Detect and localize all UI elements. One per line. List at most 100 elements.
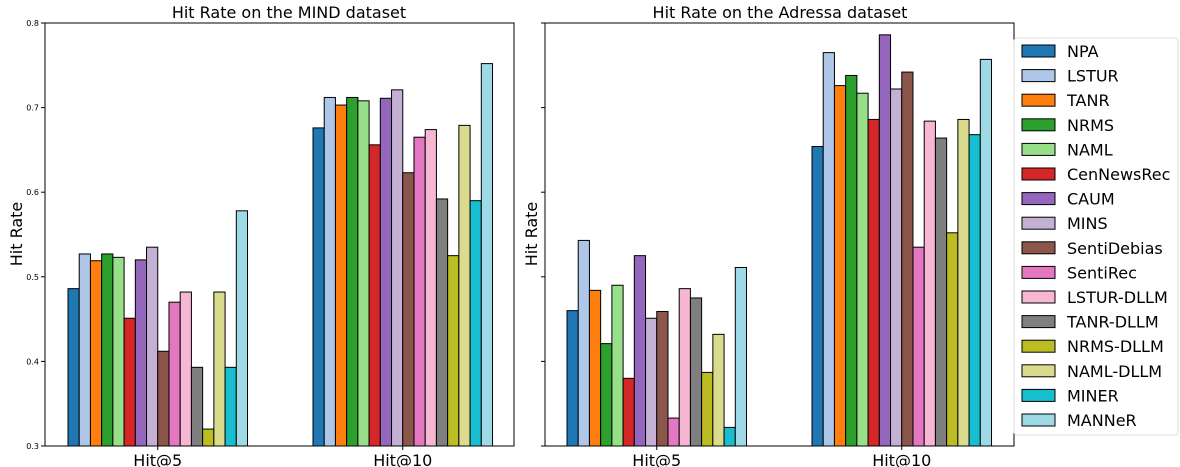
x-tick-label: Hit@5 [133,451,182,467]
chart-title-mind: Hit Rate on the MIND dataset [172,3,406,22]
x-ticks-adressa: Hit@5 Hit@10 [632,446,931,467]
legend-label-mins: MINS [1067,214,1108,233]
bar-sentirec-hit-at-10 [912,246,925,447]
y-ticks-mind: 0.3 0.4 0.5 0.6 0.7 0.8 [26,19,45,451]
bar-naml-hit-at-5 [112,256,125,447]
legend-label-lstur: LSTUR [1067,67,1119,86]
chart-adressa: Hit Rate on the Adressa dataset Hit Rate… [522,3,1015,467]
bar-miner-hit-at-10 [469,200,482,447]
bar-lstur-dllm-hit-at-10 [923,120,936,447]
legend-label-tanr-dllm: TANR-DLLM [1066,313,1159,332]
chart-title-adressa: Hit Rate on the Adressa dataset [653,3,908,22]
bar-naml-hit-at-10 [856,92,869,447]
legend-swatch-cennewsrec [1021,167,1056,181]
x-ticks-mind: Hit@5 Hit@10 [133,446,432,467]
bar-naml-hit-at-5 [611,284,624,447]
bar-nrms-dllm-hit-at-10 [447,255,460,447]
bar-lstur-hit-at-10 [822,52,835,447]
bar-sentirec-hit-at-5 [168,301,181,447]
legend-label-naml: NAML [1067,140,1113,159]
bar-cennewsrec-hit-at-5 [622,377,635,447]
bar-caum-hit-at-10 [878,34,892,447]
bar-nrms-hit-at-5 [600,343,613,447]
bar-caum-hit-at-5 [633,255,647,447]
legend-label-lstur-dllm: LSTUR-DLLM [1067,288,1168,307]
legend-swatch-miner [1021,388,1056,402]
bar-sentidebias-hit-at-10 [901,71,914,447]
legend-label-naml-dllm: NAML-DLLM [1067,362,1162,381]
bar-nrms-dllm-hit-at-10 [946,232,959,447]
bar-manner-hit-at-5 [235,210,249,447]
chart-mind: Hit Rate on the MIND dataset Hit Rate 0.… [7,3,515,467]
bar-cennewsrec-hit-at-10 [867,118,880,447]
bar-tanr-hit-at-5 [89,260,103,447]
bar-sentidebias-hit-at-5 [157,350,170,447]
y-axis-label-mind: Hit Rate [7,202,26,267]
bar-cennewsrec-hit-at-5 [123,317,136,447]
bar-naml-hit-at-10 [357,100,370,447]
legend-swatch-manner [1021,413,1056,427]
bar-nrms-dllm-hit-at-5 [701,371,714,447]
legend-swatch-nrms-dllm [1021,339,1056,353]
bar-lstur-dllm-hit-at-5 [678,288,691,447]
bar-miner-hit-at-5 [723,426,736,447]
legend-label-cennewsrec: CenNewsRec [1067,165,1170,184]
legend-swatch-caum [1021,192,1056,206]
legend-swatch-nrms [1021,118,1056,132]
plot-frame-mind [44,22,515,447]
bar-cennewsrec-hit-at-10 [368,144,381,447]
bar-mins-hit-at-10 [391,89,404,447]
legend-frame [1013,37,1179,436]
x-tick-label: Hit@10 [872,451,931,467]
legend-label-npa: NPA [1067,42,1099,61]
legend-swatch-lstur-dllm [1021,290,1056,304]
bar-npa-hit-at-5 [67,288,80,447]
bar-caum-hit-at-10 [379,97,393,447]
legend-swatch-sentidebias [1021,241,1056,255]
bar-naml-dllm-hit-at-10 [458,124,471,447]
bar-tanr-hit-at-10 [833,85,847,447]
x-tick-label: Hit@10 [373,451,432,467]
bar-nrms-hit-at-5 [101,253,114,447]
bar-sentirec-hit-at-5 [667,417,680,447]
x-tick-label: Hit@5 [632,451,681,467]
y-tick-label: 0.6 [26,188,39,197]
bar-sentidebias-hit-at-5 [656,310,669,447]
bar-tanr-dllm-hit-at-5 [689,297,703,447]
bar-lstur-dllm-hit-at-10 [424,129,437,447]
bar-mins-hit-at-5 [645,317,658,447]
legend-label-caum: CAUM [1067,190,1115,209]
legend-label-tanr: TANR [1066,91,1110,110]
legend-items: NPA LSTUR TANR NRMS NAML CenNewsRec CAUM MINS Se… [1021,42,1170,430]
legend-swatch-tanr-dllm [1021,315,1056,329]
bars-mind [67,63,494,447]
bar-nrms-hit-at-10 [346,96,359,447]
bars-adressa [566,34,993,447]
legend-label-sentirec: SentiRec [1067,263,1137,282]
bar-tanr-dllm-hit-at-10 [934,137,948,447]
bar-nrms-hit-at-10 [845,74,858,447]
legend-label-nrms: NRMS [1067,116,1114,135]
legend: NPA LSTUR TANR NRMS NAML CenNewsRec CAUM MINS Se… [1013,37,1179,436]
legend-label-manner: MANNeR [1067,411,1137,430]
legend-label-miner: MINER [1067,386,1119,405]
y-tick-label: 0.8 [26,19,39,28]
bar-naml-dllm-hit-at-10 [957,118,970,447]
bar-naml-dllm-hit-at-5 [712,333,725,447]
bar-lstur-hit-at-5 [577,239,590,447]
bar-manner-hit-at-5 [734,266,748,447]
legend-swatch-naml [1021,142,1056,156]
bar-npa-hit-at-5 [566,310,579,447]
bar-lstur-dllm-hit-at-5 [179,291,192,447]
legend-label-sentidebias: SentiDebias [1067,239,1163,258]
bar-caum-hit-at-5 [134,259,148,447]
bar-sentidebias-hit-at-10 [402,172,415,447]
bar-manner-hit-at-10 [979,58,993,447]
y-tick-label: 0.4 [26,357,39,366]
bar-lstur-hit-at-5 [78,253,91,447]
bar-miner-hit-at-10 [968,134,981,447]
y-tick-label: 0.3 [26,442,39,451]
bar-tanr-hit-at-10 [334,104,348,447]
bar-manner-hit-at-10 [480,63,494,447]
